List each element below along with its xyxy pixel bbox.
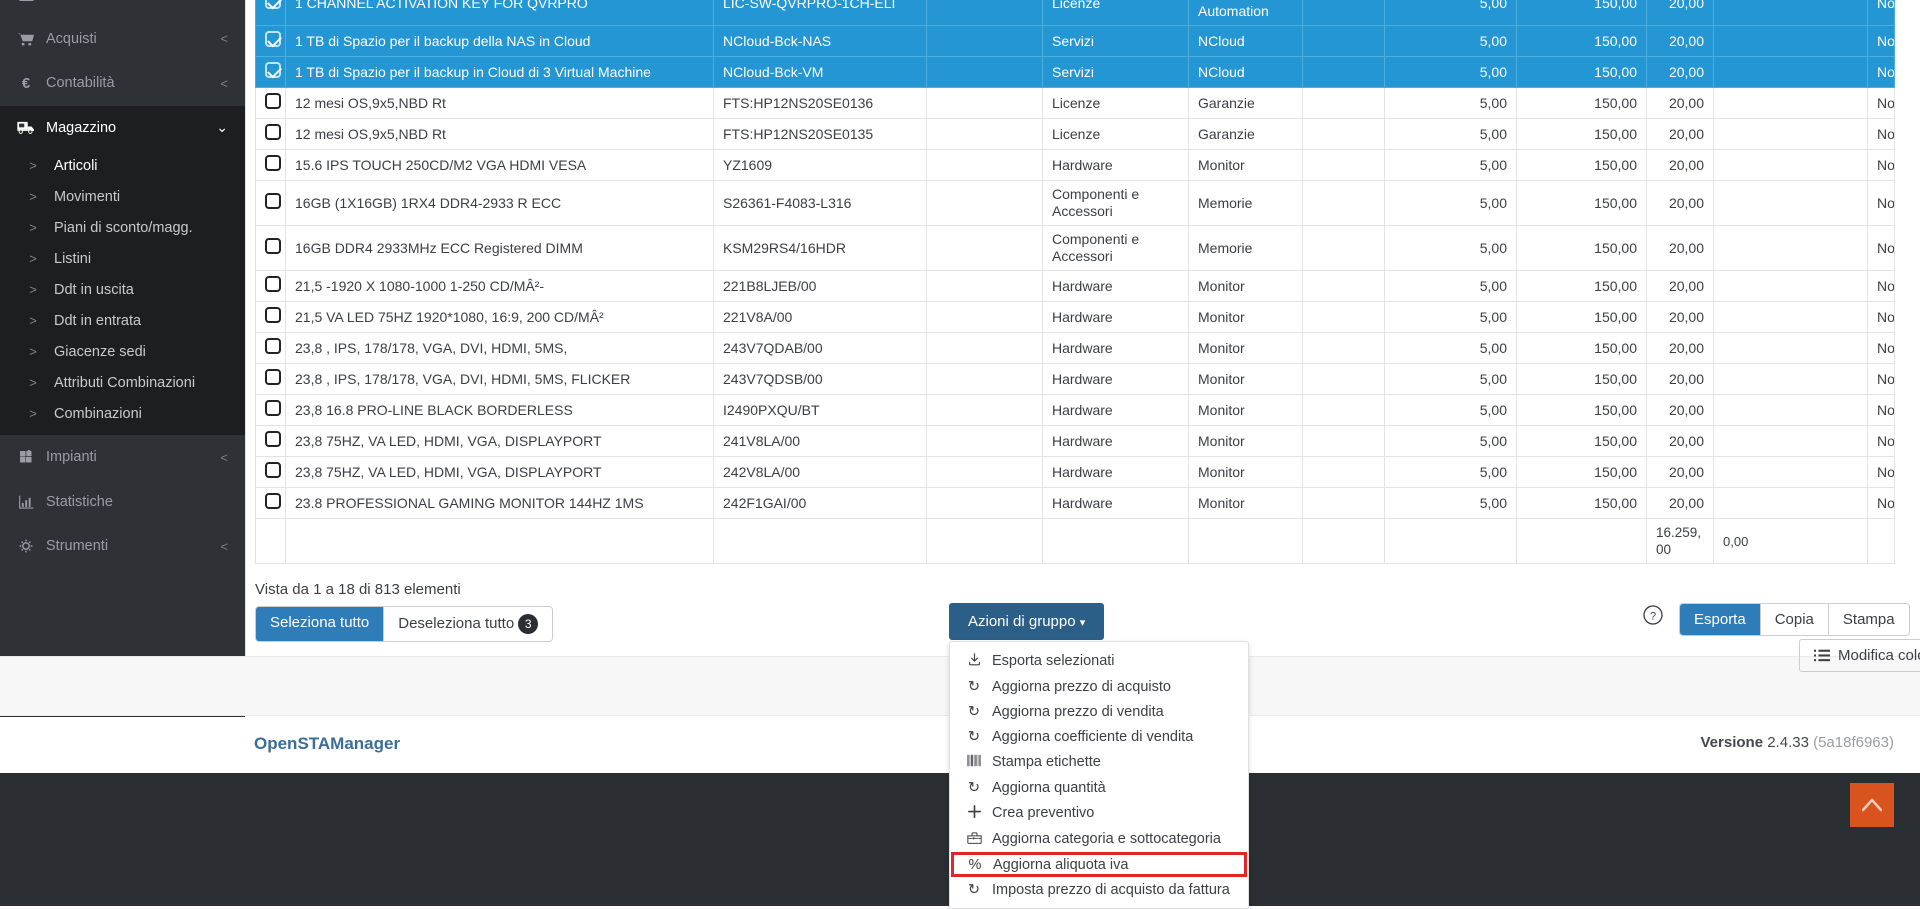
svg-text:?: ? [1650, 611, 1656, 623]
